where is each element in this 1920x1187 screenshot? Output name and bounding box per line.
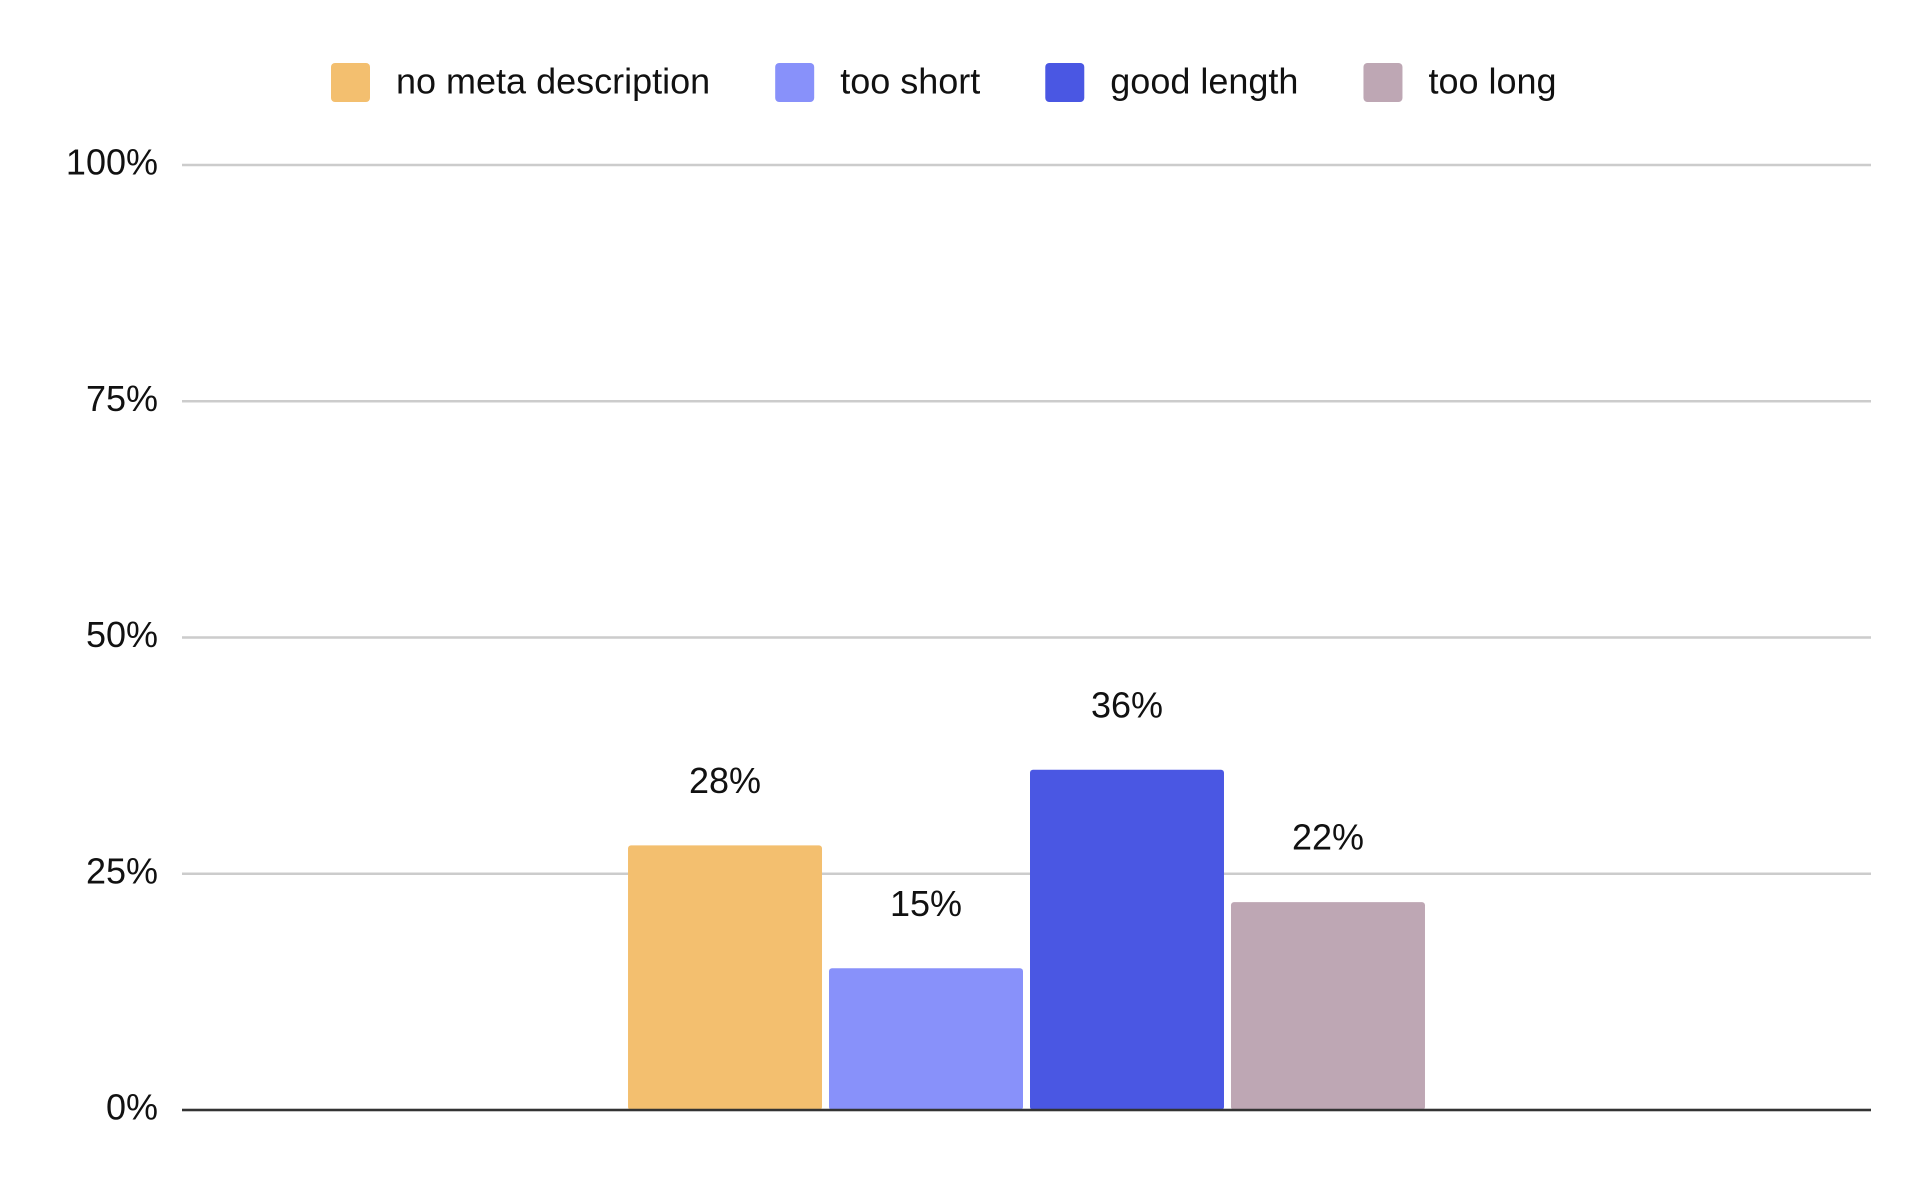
legend-label: too long: [1428, 61, 1556, 102]
legend-swatch: [1363, 63, 1403, 102]
legend-label: no meta description: [396, 61, 710, 102]
y-tick-label: 75%: [86, 378, 158, 419]
legend-label: good length: [1110, 61, 1298, 102]
bar: [628, 845, 823, 1110]
legend-swatch: [775, 63, 815, 102]
data-label: 28%: [689, 760, 761, 801]
data-label: 22%: [1292, 817, 1364, 858]
y-tick-label: 0%: [106, 1087, 158, 1128]
legend-label: too short: [840, 61, 980, 102]
data-label: 36%: [1091, 684, 1163, 725]
legend-swatch: [1045, 63, 1085, 102]
bar: [1230, 902, 1425, 1110]
y-tick-label: 50%: [86, 614, 158, 655]
bar: [1030, 769, 1224, 1110]
bar: [829, 968, 1023, 1110]
y-tick-label: 100%: [66, 142, 158, 183]
data-label: 15%: [890, 883, 962, 924]
y-tick-label: 25%: [86, 850, 158, 891]
legend-swatch: [331, 63, 370, 102]
